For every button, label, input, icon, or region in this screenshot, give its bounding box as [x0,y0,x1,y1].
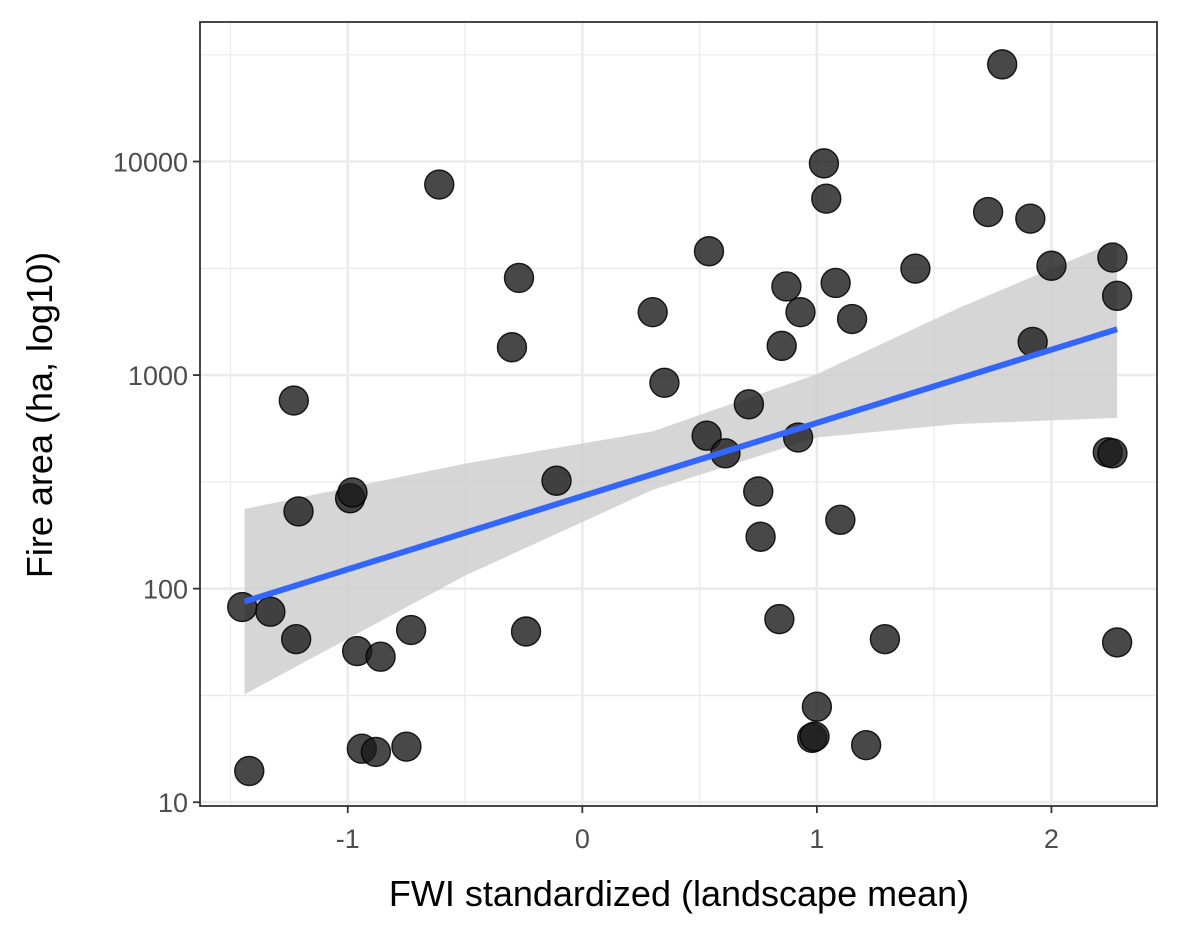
trend-line [243,326,1119,605]
data-point [649,367,680,399]
y-axis-title: Fire area (ha, log10) [19,252,60,578]
data-point [745,521,776,552]
data-point [1015,203,1046,234]
x-tick-label: 0 [575,824,590,854]
data-point [255,596,286,627]
data-point [820,267,851,299]
data-point [801,691,833,722]
data-point [850,729,882,761]
data-point [541,465,572,496]
x-tick-label: 1 [809,824,824,854]
data-point [693,236,725,267]
data-point [691,420,722,451]
data-point [869,623,901,655]
data-point [424,169,455,200]
y-tick-label: 1000 [128,361,188,391]
data-point [825,504,856,536]
x-axis-title: FWI standardized (landscape mean) [389,873,969,914]
y-tick-label: 100 [143,575,188,605]
data-point [234,755,265,787]
data-point [811,183,842,214]
y-axis-ticks: 10 100 1000 10000 [113,148,200,818]
x-axis-ticks: -1 0 1 2 [336,806,1059,854]
data-point [1097,242,1128,273]
data-point [280,623,312,655]
data-point [972,196,1004,228]
data-point [510,616,542,647]
data-point [900,253,931,284]
data-point [395,614,427,646]
data-point [1097,438,1128,469]
x-tick-label: 2 [1044,824,1059,854]
data-point [733,389,765,420]
y-tick-label: 10000 [113,148,188,178]
data-point [360,736,392,768]
data-point [503,262,535,294]
data-point [743,476,774,507]
data-point [764,603,795,635]
data-point [799,721,830,752]
data-point [1101,627,1133,658]
data-point [391,731,422,762]
data-point [337,477,368,508]
data-point [986,49,1018,80]
y-tick-label: 10 [158,788,188,818]
data-point [637,296,668,328]
data-point [808,148,840,179]
data-point [785,296,816,328]
x-tick-label: -1 [336,824,360,854]
data-point [283,496,314,527]
data-point [365,641,396,672]
panel-border [199,21,1158,807]
data-point [836,303,868,335]
data-point [1101,280,1133,312]
data-points [227,49,1133,787]
data-point [766,330,797,362]
data-point [496,332,528,363]
data-point [771,271,802,302]
data-point [1036,250,1067,281]
trend-line-path [243,326,1119,605]
data-point [278,385,310,416]
